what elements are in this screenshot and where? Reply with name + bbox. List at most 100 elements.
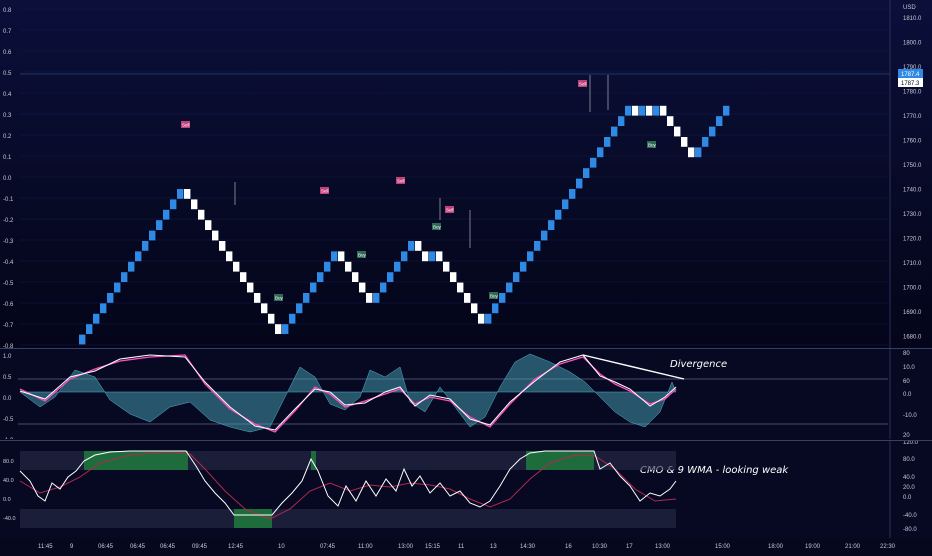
time-axis-label: 06:45 [98,544,114,550]
buy-signal-badge[interactable] [647,141,656,148]
time-axis[interactable]: 11:45 9 06:45 06:45 06:45 09:45 12:45 10 07:45 11… [0,538,932,550]
right-axis-label: -10.0 [903,413,917,419]
up-brick [310,282,317,293]
up-brick [296,303,303,314]
down-brick [450,272,457,282]
sell-signal-badge[interactable] [578,80,587,87]
up-brick [569,189,576,199]
right-axis-label: 1760.0 [903,139,922,145]
price-tag-secondary-label: 1787.3 [901,81,920,87]
right-axis-label: 1720.0 [903,237,922,243]
up-brick [317,272,324,282]
sell-signal-badge[interactable] [320,187,329,194]
time-axis-label: 13:00 [398,544,414,550]
up-brick [513,272,520,282]
time-axis-label: 15:15 [425,544,441,550]
pane-divider[interactable] [0,440,932,441]
left-axis-label: -1.0 [3,438,14,439]
right-axis-label: 1780.0 [903,90,922,96]
right-axis-label: 1770.0 [903,114,922,120]
left-axis-label: -0.4 [3,260,14,266]
buy-signal-badge[interactable] [432,223,441,230]
down-brick [212,230,219,241]
oscillator-chart[interactable]: Divergence 1.0 0.5 0.0 -0.5 -1.0 80 10.0 60 0.0 -… [0,349,932,444]
up-brick [492,303,499,314]
buy-signal-badge[interactable] [274,294,283,301]
left-axis-label: -0.3 [3,239,14,245]
left-axis-label: 0.4 [3,92,12,98]
down-brick [247,282,254,293]
up-brick [548,220,555,230]
buy-signal-label: Buy [358,253,367,258]
cmo-pane[interactable]: CMO & 9 WMA - looking weak 120.0 80.0 40.0… [0,440,932,538]
down-brick [436,251,443,262]
left-axis-label: 0.0 [3,176,12,182]
up-brick [135,251,142,262]
down-brick [471,303,478,314]
up-brick [79,334,86,345]
up-brick [282,324,289,334]
up-brick [653,105,660,116]
up-brick [499,293,506,303]
time-axis-label: 16 [565,544,572,550]
sell-signal-badge[interactable] [445,206,454,213]
left-axis-label: 0.2 [3,134,12,140]
divergence-annotation: Divergence [670,359,727,370]
up-brick [331,251,338,262]
sell-signal-badge[interactable] [396,177,405,184]
up-brick [583,168,590,178]
down-brick [233,261,240,272]
divergence-trendline [582,354,685,380]
time-axis-label: 14:30 [520,544,536,550]
buy-signal-badge[interactable] [489,292,498,299]
price-tag[interactable] [898,69,923,78]
down-brick [366,293,373,303]
cmo-chart[interactable]: CMO & 9 WMA - looking weak 120.0 80.0 40.0… [0,440,932,538]
sell-signal-badge[interactable] [181,121,190,128]
left-axis-label: -0.2 [3,218,14,224]
buy-signal-label: Buy [490,294,499,299]
down-brick [681,137,688,147]
oscillator-histogram [19,353,677,433]
down-brick [338,251,345,262]
sell-signal-label: Sell [397,179,405,184]
price-chart-pane[interactable]: 0.8 0.7 0.6 0.5 0.4 0.3 0.2 0.1 0.0 -0.1 -0.2 -0.3 -… [0,0,932,350]
time-axis-label: 07:45 [320,544,336,550]
up-brick [576,178,583,189]
right-axis-label: 1680.0 [903,335,922,341]
right-axis-label: 1690.0 [903,310,922,316]
time-axis-label: 17 [626,544,633,550]
down-brick [443,261,450,272]
price-tag-secondary[interactable] [898,78,923,87]
renko-chart[interactable]: 0.8 0.7 0.6 0.5 0.4 0.3 0.2 0.1 0.0 -0.1 -0.2 -0.3 -… [0,0,932,350]
down-brick [646,105,653,116]
up-brick [639,105,646,116]
buy-signal-badge[interactable] [357,251,366,258]
up-brick [86,324,93,334]
wma-line [19,451,677,520]
up-brick [324,261,331,272]
up-brick [709,126,716,137]
time-axis-label: 22:30 [880,544,896,550]
sell-signal-label: Sell [321,189,329,194]
left-axis-label: 0.5 [3,71,12,77]
up-brick [128,261,135,272]
right-axis-label: 1800.0 [903,41,922,47]
right-axis-label: 80 [903,351,910,357]
up-brick [541,230,548,241]
buy-signal-label: Buy [433,225,442,230]
oscillator-pane[interactable]: Divergence 1.0 0.5 0.0 -0.5 -1.0 80 10.0 60 0.0 -… [0,349,932,444]
down-brick [254,293,261,303]
left-axis-label: -40.0 [3,516,16,522]
left-axis-label: 0.8 [3,8,12,14]
up-brick [555,209,562,220]
cmo-annotation: CMO & 9 WMA - looking weak [640,465,789,476]
right-axis-label: -40.0 [903,513,917,519]
up-brick [695,147,702,158]
pane-divider[interactable] [0,348,932,349]
left-axis-label: 0.1 [3,155,12,161]
buy-signal-label: Buy [275,296,284,301]
up-brick [590,157,597,168]
down-brick [184,189,191,199]
sell-signal-label: Sell [579,82,587,87]
